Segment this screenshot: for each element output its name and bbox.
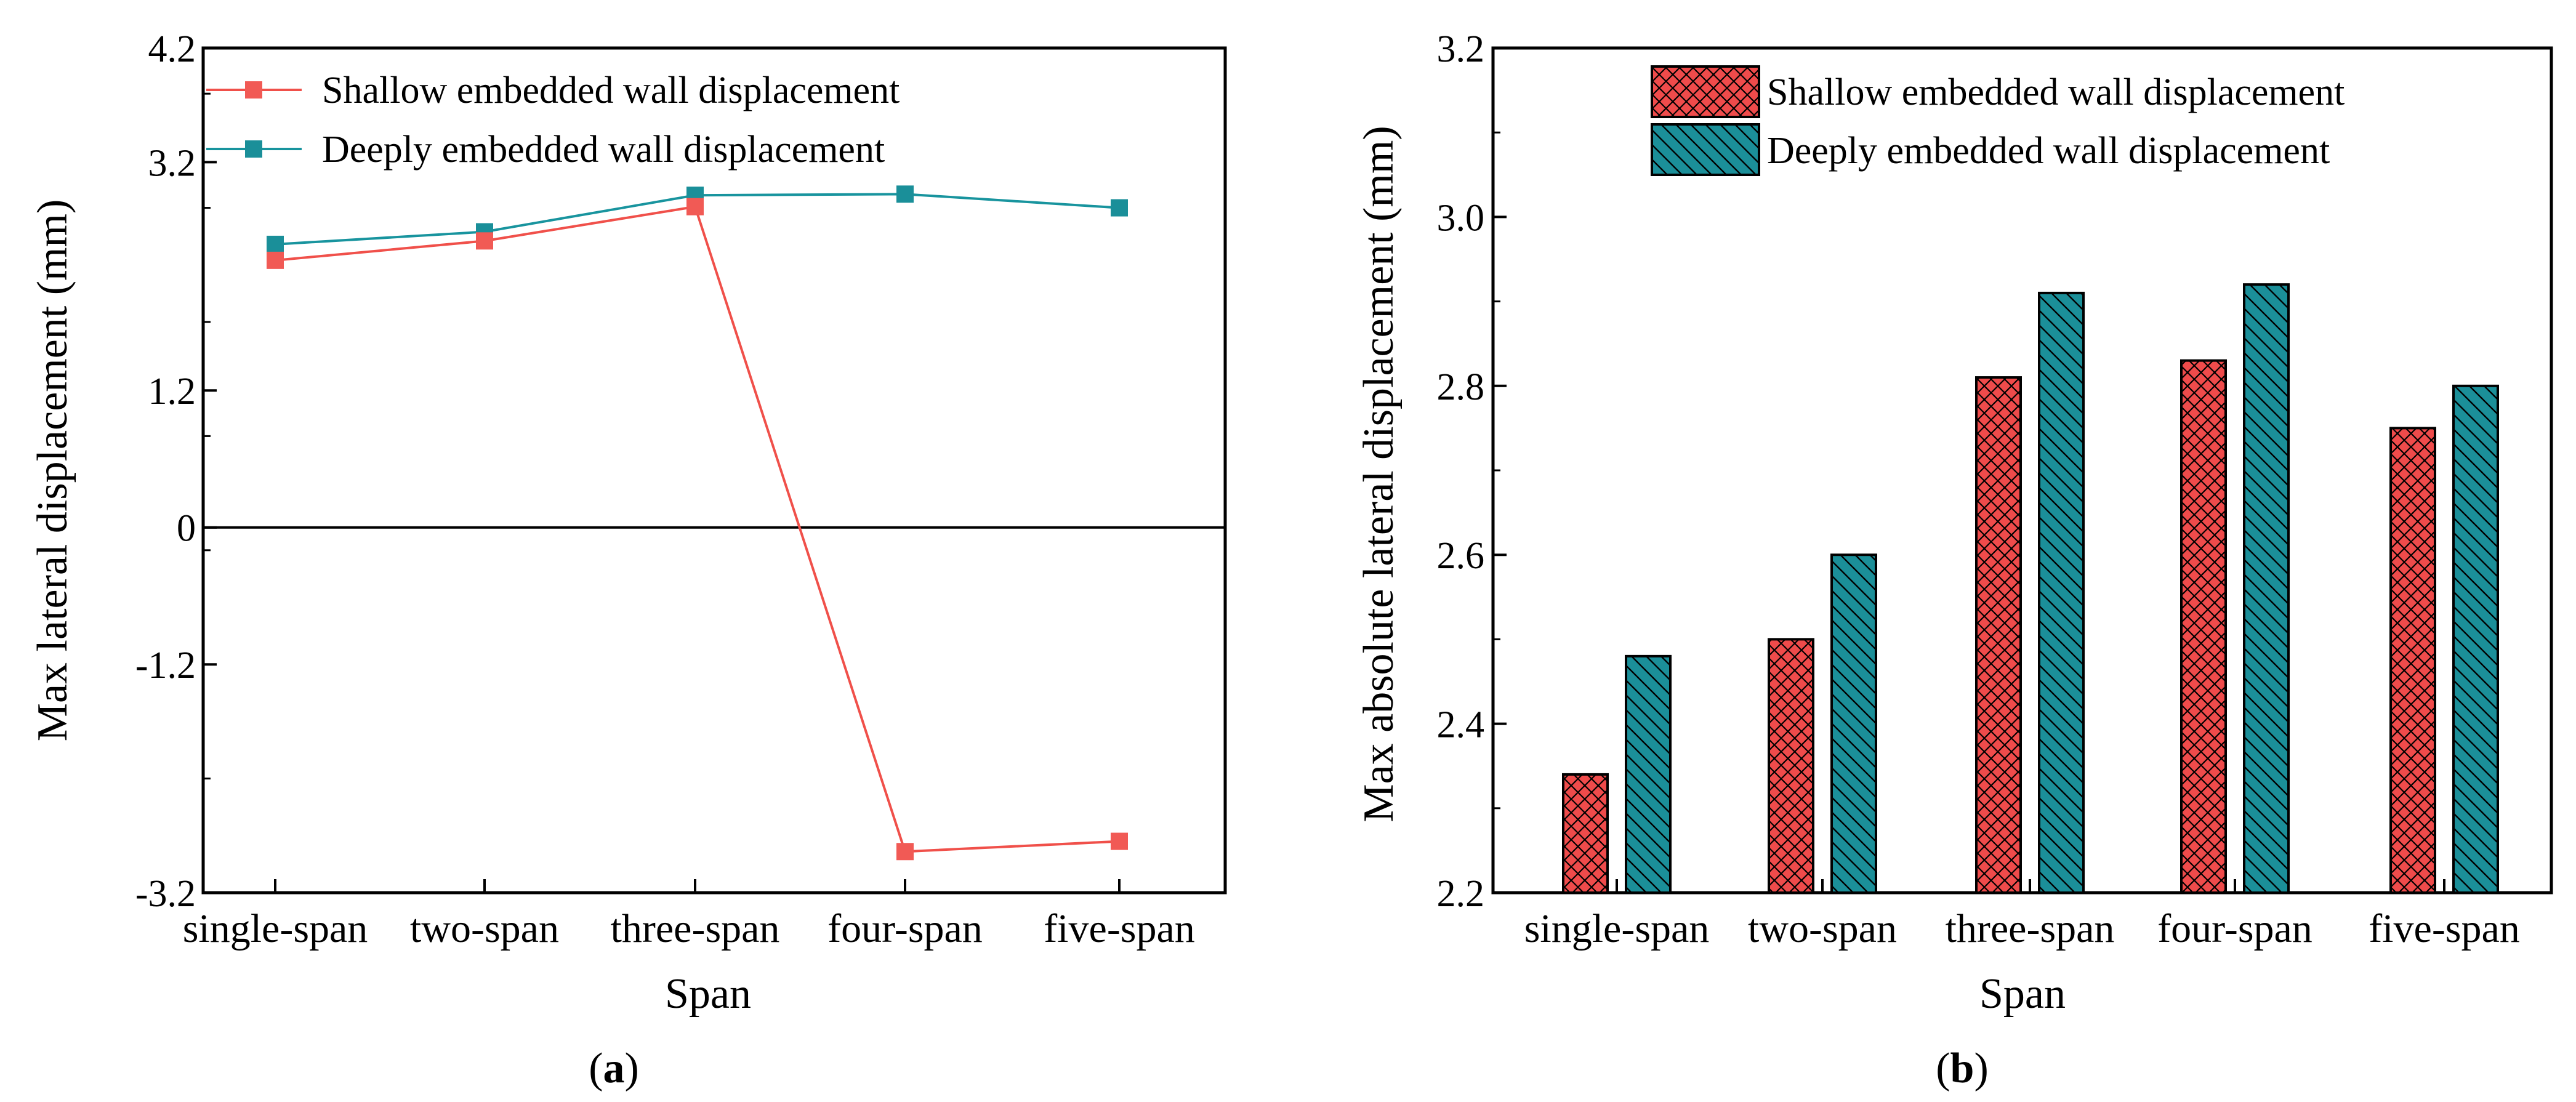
y-tick-label: -1.2 xyxy=(135,645,196,686)
bar xyxy=(1830,553,1877,894)
data-point xyxy=(686,198,704,215)
y-tick-label: 3.2 xyxy=(1437,28,1485,70)
panel-letter-a: a xyxy=(603,1045,625,1092)
data-point xyxy=(476,232,493,250)
bar xyxy=(1975,376,2022,894)
y-tick-label: 3.2 xyxy=(148,142,196,184)
x-tick-label: two-span xyxy=(410,906,559,951)
y-tick-label: 0 xyxy=(177,508,196,550)
bar xyxy=(1768,638,1814,895)
y-axis-label: Max absolute lateral displacement (mm) xyxy=(1355,126,1403,822)
y-tick-label: 1.2 xyxy=(148,371,196,412)
data-point xyxy=(896,185,914,203)
bars-group xyxy=(1562,283,2499,895)
legend-swatch-deeply xyxy=(1651,123,1760,176)
legend-label-deeply: Deeply embedded wall displacement xyxy=(1767,130,2330,172)
series-group xyxy=(267,185,1128,861)
x-tick-label: four-span xyxy=(827,906,983,951)
data-point xyxy=(267,235,284,253)
y-tick-label: 2.8 xyxy=(1437,366,1485,408)
line-chart-panel: -3.2 -1.2 0 1.2 3.2 4.2 single-span two-span th… xyxy=(29,28,1227,1092)
x-tick-label: two-span xyxy=(1748,906,1897,951)
x-axis-label: Span xyxy=(665,970,751,1018)
x-tick-label: five-span xyxy=(2369,906,2520,951)
legend: Shallow embedded wall displacement Deepl… xyxy=(1651,65,2345,176)
data-point xyxy=(267,251,284,269)
data-point xyxy=(1111,199,1128,217)
y-tick-label: 2.4 xyxy=(1437,704,1485,746)
bar xyxy=(1625,654,1672,894)
bar xyxy=(2452,384,2499,894)
legend-swatch-shallow xyxy=(1651,65,1760,118)
y-tick-label: 3.0 xyxy=(1437,197,1485,239)
bar xyxy=(2389,427,2436,894)
legend-marker-shallow xyxy=(245,81,262,99)
y-tick-label: 4.2 xyxy=(148,28,196,70)
x-tick-label: five-span xyxy=(1044,906,1195,951)
legend-label-deeply: Deeply embedded wall displacement xyxy=(322,129,885,171)
panel-letter-b: b xyxy=(1950,1045,1974,1092)
bar xyxy=(2038,291,2085,894)
x-tick-label: single-span xyxy=(183,906,368,951)
x-tick-label: three-span xyxy=(1946,906,2115,951)
bar-chart-panel: 2.2 2.4 2.6 2.8 3.0 3.2 single-span two-span th… xyxy=(1355,28,2553,1092)
x-tick-label: three-span xyxy=(611,906,780,951)
x-axis: single-span two-span three-span four-span fi… xyxy=(183,879,1195,951)
legend-label-shallow: Shallow embedded wall displacement xyxy=(322,70,900,111)
legend-marker-deeply xyxy=(245,140,262,158)
y-axis: -3.2 -1.2 0 1.2 3.2 4.2 xyxy=(135,28,217,915)
x-tick-label: single-span xyxy=(1524,906,1710,951)
legend: Shallow embedded wall displacement Deepl… xyxy=(206,70,900,171)
data-point xyxy=(896,843,914,861)
legend-label-shallow: Shallow embedded wall displacement xyxy=(1767,71,2345,113)
x-tick-label: four-span xyxy=(2157,906,2312,951)
data-point xyxy=(1111,832,1128,850)
bar xyxy=(2180,359,2227,894)
x-axis: single-span two-span three-span four-span fi… xyxy=(1524,879,2520,951)
bar xyxy=(1562,773,1609,895)
series-line xyxy=(275,205,1120,853)
y-tick-label: -3.2 xyxy=(135,873,196,915)
y-axis: 2.2 2.4 2.6 2.8 3.0 3.2 xyxy=(1437,28,1507,915)
x-axis-label: Span xyxy=(1979,970,2066,1018)
y-tick-label: 2.6 xyxy=(1437,535,1485,577)
panel-label-b: (b) xyxy=(1936,1045,1989,1092)
panel-label-a: (a) xyxy=(589,1045,639,1092)
bar xyxy=(2243,283,2290,895)
plot-frame xyxy=(201,46,1227,895)
y-axis-label: Max lateral displacement (mm) xyxy=(29,199,76,742)
y-tick-label: 2.2 xyxy=(1437,873,1485,915)
